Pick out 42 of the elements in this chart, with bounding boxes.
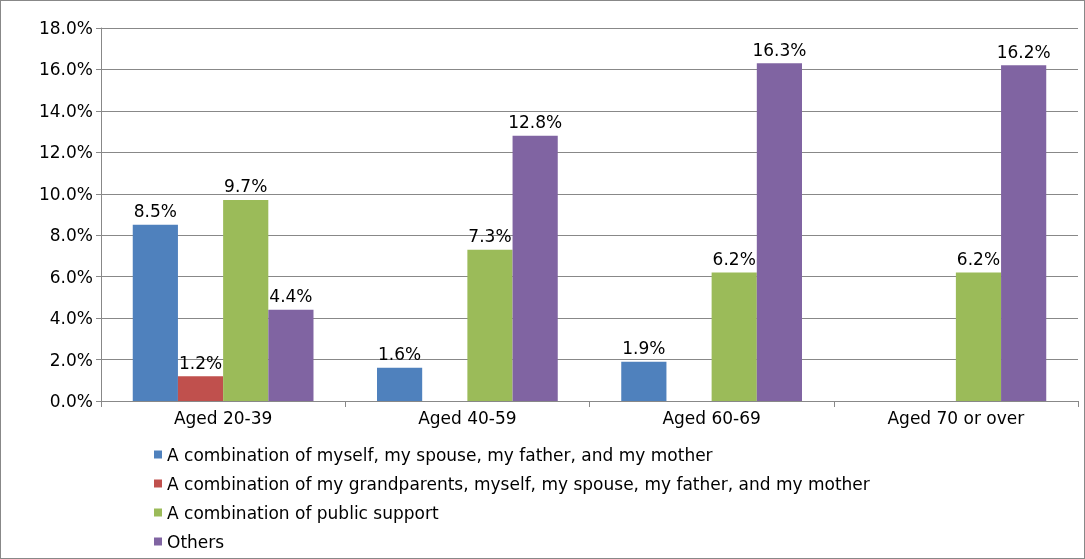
bar (955, 272, 1002, 401)
bar (377, 367, 423, 401)
x-tick-label: Aged 60-69 (662, 407, 761, 428)
data-label: 7.3% (468, 226, 512, 247)
y-tick-label: 8.0% (49, 225, 93, 246)
y-tick-label: 4.0% (49, 308, 93, 329)
y-tick-label: 14.0% (38, 100, 93, 121)
x-tick-label: Aged 20-39 (173, 407, 273, 428)
data-label: 8.5% (133, 201, 177, 222)
y-tick-label: 12.0% (38, 142, 93, 163)
data-label: 16.2% (996, 41, 1051, 62)
legend-label: A combination of public support (167, 502, 439, 523)
x-tick-label: Aged 70 or over (887, 407, 1025, 428)
data-label: 4.4% (269, 286, 313, 307)
bar (223, 199, 269, 401)
y-tick-label: 0.0% (49, 391, 93, 411)
data-label: 9.7% (224, 176, 268, 197)
legend-label: Others (167, 531, 225, 552)
bar (621, 361, 667, 401)
y-tick-label: 18.0% (38, 18, 93, 38)
y-tick-label: 10.0% (38, 183, 93, 204)
bar (512, 135, 558, 401)
bar (1001, 65, 1047, 401)
data-label: 16.3% (752, 39, 807, 60)
legend-label: A combination of myself, my spouse, my father, and my mother (167, 444, 713, 465)
data-label: 1.2% (178, 352, 223, 373)
data-label: 6.2% (712, 249, 756, 270)
y-tick-label: 16.0% (38, 59, 93, 80)
bar (268, 309, 314, 401)
x-tick-label: Aged 40-59 (418, 407, 517, 428)
data-label: 6.2% (956, 249, 1001, 270)
bar (467, 249, 513, 401)
y-tick-label: 2.0% (49, 349, 93, 370)
data-label: 12.8% (508, 112, 563, 133)
bar (756, 63, 802, 401)
legend-label: A combination of my grandparents, myself, my spouse, my father, and my mother (167, 473, 870, 494)
data-label: 1.9% (622, 338, 666, 359)
bar (711, 272, 757, 401)
data-label: 1.6% (377, 344, 422, 365)
bar (132, 224, 178, 401)
y-tick-label: 6.0% (49, 266, 93, 287)
bar (177, 376, 224, 401)
